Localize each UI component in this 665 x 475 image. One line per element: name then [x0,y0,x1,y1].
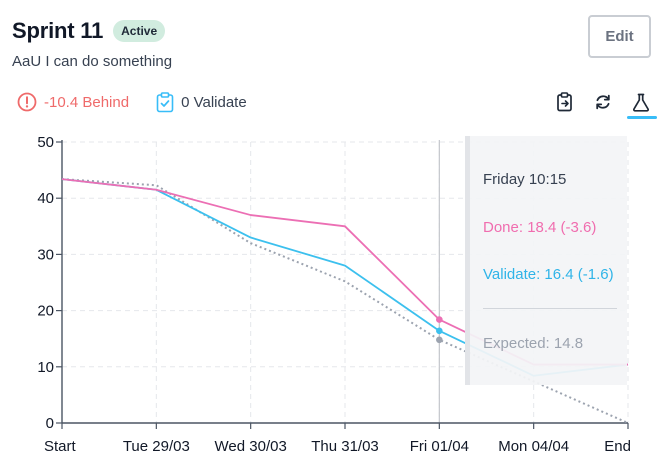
flask-button[interactable] [627,89,657,119]
tooltip-done: Done: 18.4 (-3.6) [483,219,597,236]
tooltip-validate: Validate: 16.4 (-1.6) [483,266,614,283]
tooltip-divider [483,308,617,309]
y-tick-label: 30 [37,246,54,263]
point-validate [436,327,443,335]
x-tick-label: End [604,438,631,455]
validate-label: 0 Validate [181,93,247,111]
flask-icon [633,93,649,112]
point-expected [436,336,443,344]
edit-button[interactable]: Edit [588,15,651,58]
sprint-title: Sprint 11 [12,18,104,43]
clipboard-icon [557,92,572,112]
alert-circle-icon [17,92,37,112]
series-line-expected [61,178,629,424]
chart-axes [56,140,629,429]
sprint-header: Sprint 11 Active [12,14,166,48]
x-tick-label: Fri 01/04 [410,438,469,455]
refresh-button[interactable] [590,89,616,115]
burndown-chart: 0 10 20 30 40 50 Start Tue 29/03 Wed 30/03 Thu 31… [37,134,631,455]
chart-tooltip: Friday 10:15 Done: 18.4 (-3.6) Validate:… [465,136,627,385]
refresh-icon [596,94,610,110]
chart-ticks: 0 10 20 30 40 50 Start Tue 29/03 Wed 30/03 Thu 31… [37,134,631,455]
y-tick-label: 40 [37,190,54,207]
y-tick-label: 10 [37,359,54,376]
chart-toolbar [552,89,657,119]
validate-status: 0 Validate [156,91,247,113]
point-done [436,316,443,323]
x-tick-label: Tue 29/03 [123,438,190,455]
tooltip-expected: Expected: 14.8 [483,335,584,352]
behind-label: -10.4 Behind [44,93,130,111]
clipboard-button[interactable] [552,89,578,115]
y-tick-label: 50 [37,134,54,151]
clipboard-check-icon [156,91,174,112]
sprint-subtitle: AaU I can do something [12,53,173,70]
y-tick-label: 20 [37,303,54,320]
x-tick-label: Start [44,438,77,455]
behind-status: -10.4 Behind [17,92,129,112]
x-tick-label: Thu 31/03 [311,438,379,455]
x-tick-label: Wed 30/03 [215,438,287,455]
x-tick-label: Mon 04/04 [498,438,569,455]
y-tick-label: 0 [46,415,54,432]
tooltip-time: Friday 10:15 [483,171,567,188]
status-row: -10.4 Behind 0 Validate [17,90,247,114]
status-badge: Active [113,20,166,42]
